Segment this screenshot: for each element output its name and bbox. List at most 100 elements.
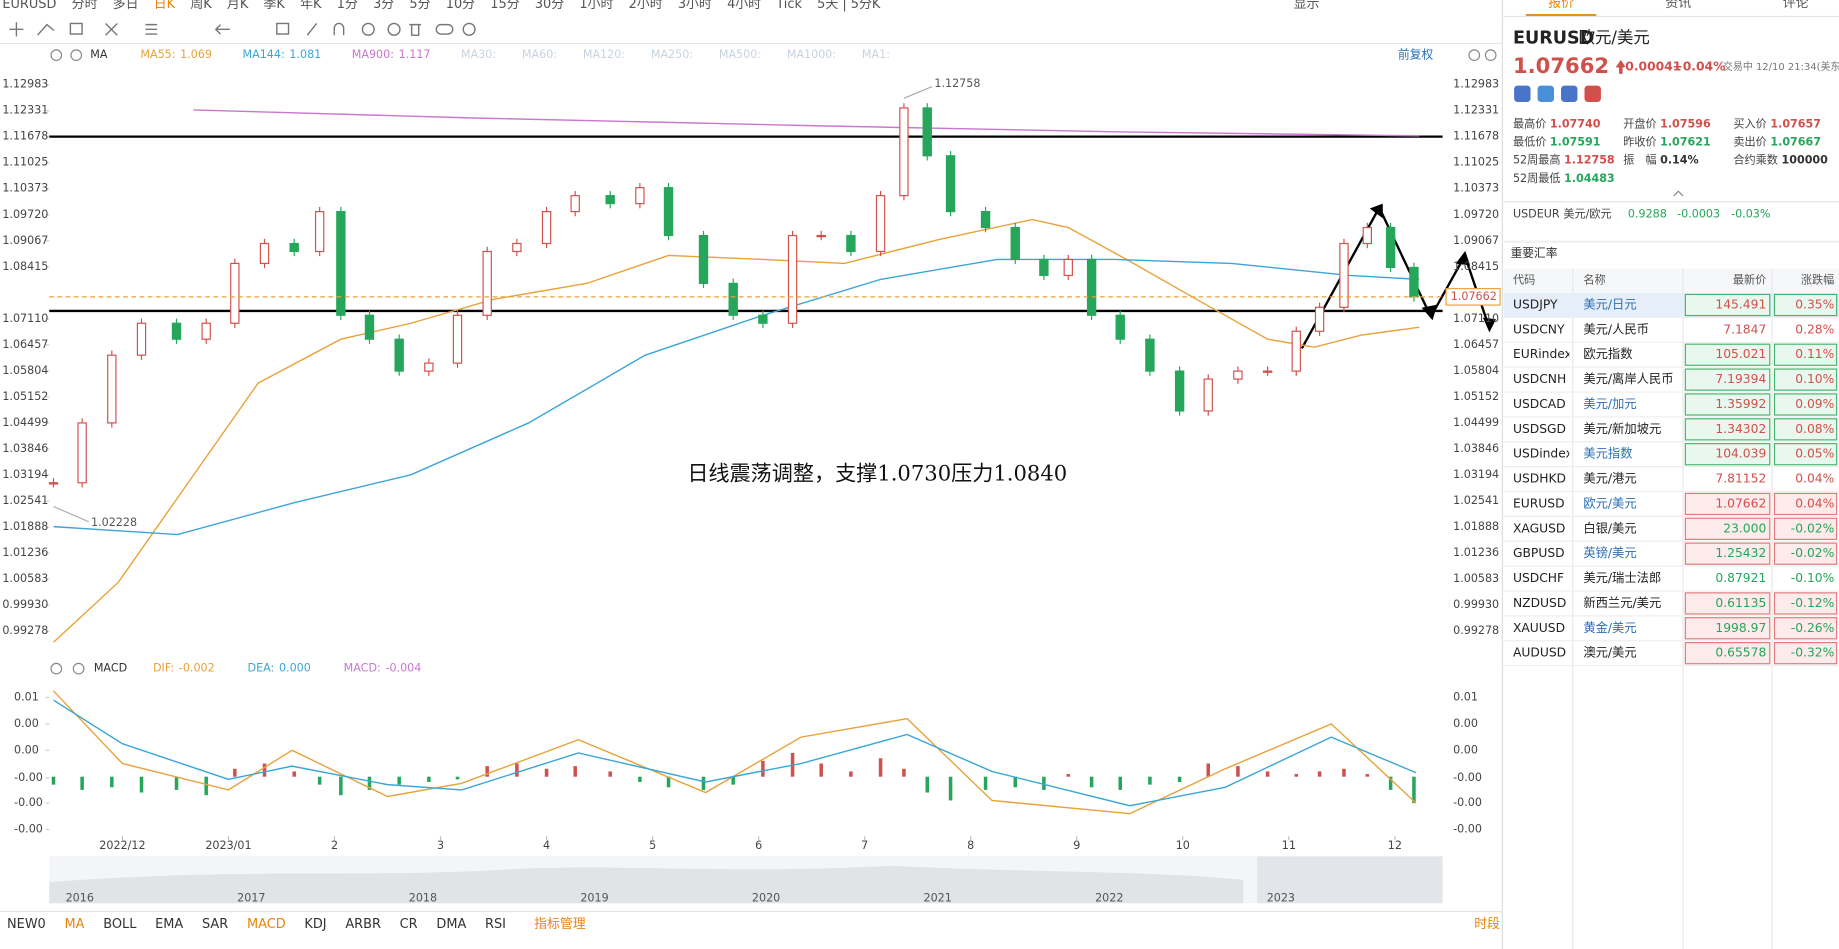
timeframe-button[interactable]: 3分: [373, 0, 394, 12]
timeframe-button[interactable]: 1小时: [579, 0, 613, 12]
indicator-tab[interactable]: KDJ: [304, 917, 326, 932]
rate-name[interactable]: 欧元/美元: [1583, 496, 1636, 510]
rate-code[interactable]: USDCNY: [1513, 322, 1565, 336]
y-tick-label: 1.02541: [2, 494, 48, 507]
indicator-tab[interactable]: ARBR: [345, 917, 381, 932]
quote-action-icon[interactable]: [1537, 85, 1555, 103]
rate-code[interactable]: USDHKD: [1513, 472, 1566, 486]
rate-name[interactable]: 美元/新加坡元: [1583, 421, 1661, 436]
rate-code[interactable]: USDCAD: [1513, 397, 1566, 411]
quote-action-icon[interactable]: [1584, 85, 1601, 103]
timeframe-button[interactable]: 日K: [154, 0, 176, 12]
rate-name[interactable]: 黄金/美元: [1583, 620, 1636, 635]
macd-bar: [1365, 774, 1370, 777]
indicator-name[interactable]: MACD: [94, 662, 127, 675]
indicator-tab[interactable]: DMA: [436, 917, 466, 932]
change-flash: [1773, 293, 1838, 317]
macd-bar: [1177, 776, 1182, 782]
adjust-mode[interactable]: 前复权: [1398, 48, 1433, 62]
indicator-manage[interactable]: 指标管理: [534, 917, 586, 932]
rate-code[interactable]: USDCNH: [1513, 372, 1566, 386]
rate-code[interactable]: USDindex: [1513, 447, 1573, 461]
rate-name[interactable]: 白银/美元: [1583, 520, 1636, 535]
annotation: 日线震荡调整，支撑1.0730压力1.0840: [687, 461, 1067, 486]
period-button[interactable]: 时段: [1474, 917, 1500, 932]
rate-code[interactable]: AUDUSD: [1513, 646, 1566, 660]
timeframe-button[interactable]: 季K: [264, 0, 286, 12]
rate-price: 23.000: [1723, 521, 1766, 535]
rate-code[interactable]: USDJPY: [1513, 297, 1558, 311]
indicator-name[interactable]: MA: [90, 48, 108, 61]
quote-action-icon[interactable]: [1561, 85, 1578, 103]
y-tick-label: 0.01: [14, 691, 39, 704]
indicator-tab[interactable]: RSI: [485, 917, 506, 932]
timeframe-button[interactable]: 年K: [300, 0, 322, 12]
rate-code[interactable]: EURUSD: [1513, 496, 1565, 510]
rate-name[interactable]: 美元/港元: [1583, 472, 1636, 486]
settings-icon: [462, 22, 476, 36]
timeframe-button[interactable]: 5天 | 5分K: [817, 0, 881, 12]
timeframe-button[interactable]: EURUSD: [2, 0, 56, 12]
rate-name[interactable]: 美元/日元: [1583, 297, 1636, 311]
timeframe-button[interactable]: 3小时: [678, 0, 712, 12]
indicator-tab[interactable]: NEW0: [7, 917, 46, 932]
indicator-tab[interactable]: EMA: [155, 917, 183, 932]
side-tab[interactable]: 资讯: [1665, 0, 1691, 11]
timeframe-button[interactable]: 月K: [227, 0, 249, 12]
rate-code[interactable]: USDCHF: [1513, 571, 1564, 585]
candle: [922, 107, 932, 157]
display-button[interactable]: 显示: [1294, 0, 1320, 12]
side-tab[interactable]: 评论: [1783, 0, 1809, 11]
rate-name[interactable]: 新西兰元/美元: [1583, 595, 1661, 610]
rate-code[interactable]: XAGUSD: [1513, 521, 1565, 535]
y-tick-label-right: 1.06457: [1453, 338, 1499, 351]
timeframe-button[interactable]: 2小时: [629, 0, 663, 12]
rate-name[interactable]: 美元/人民币: [1583, 322, 1649, 336]
change-flash: [1773, 642, 1838, 665]
rate-price: 0.61135: [1715, 596, 1766, 610]
rate-name[interactable]: 美元/离岸人民币: [1583, 371, 1673, 386]
x-tick-label: 2: [331, 839, 338, 852]
indicator-tab[interactable]: SAR: [202, 917, 228, 932]
macd-bar: [925, 776, 930, 793]
timeframe-button[interactable]: 10分: [446, 0, 475, 12]
macd-line: [53, 699, 1417, 807]
timeframe-button[interactable]: 30分: [535, 0, 564, 12]
timeframe-button[interactable]: Tick: [775, 0, 802, 12]
rate-code[interactable]: EURindex: [1513, 347, 1572, 361]
indicator-tab[interactable]: BOLL: [103, 917, 137, 932]
rate-code[interactable]: USDSGD: [1513, 422, 1566, 436]
candle: [846, 234, 856, 253]
y-tick-label: 1.07110: [2, 312, 48, 325]
macd-bar: [983, 776, 988, 790]
rate-name[interactable]: 欧元指数: [1583, 346, 1632, 361]
rates-title: 重要汇率: [1511, 246, 1558, 260]
rect-tool-icon: [69, 22, 83, 35]
timeframe-button[interactable]: 分时: [72, 0, 98, 12]
y-tick-label-right: 1.08415: [1453, 260, 1499, 273]
timeframe-button[interactable]: 15分: [490, 0, 519, 12]
timeframe-button[interactable]: 1分: [337, 0, 358, 12]
y-tick-label-right: 1.09720: [1453, 208, 1499, 221]
indicator-tab[interactable]: CR: [400, 917, 418, 932]
rate-code[interactable]: NZDUSD: [1513, 596, 1566, 610]
rate-name[interactable]: 澳元/美元: [1583, 646, 1636, 660]
indicator-tab[interactable]: MA: [65, 917, 85, 932]
rate-name[interactable]: 美元/加元: [1583, 397, 1636, 411]
macd-bar: [1412, 776, 1416, 804]
rate-name[interactable]: 英镑/美元: [1583, 545, 1636, 560]
timeframe-button[interactable]: 5分: [409, 0, 430, 12]
rate-name[interactable]: 美元/瑞士法郎: [1583, 571, 1661, 585]
rate-code[interactable]: XAUUSD: [1513, 621, 1565, 635]
rate-name[interactable]: 美元指数: [1583, 446, 1632, 461]
candle: [1362, 226, 1372, 245]
timeframe-button[interactable]: 周K: [190, 0, 212, 12]
rate-code[interactable]: GBPUSD: [1513, 546, 1565, 560]
side-tab[interactable]: 报价: [1548, 0, 1574, 11]
indicator-tab[interactable]: MACD: [247, 917, 286, 932]
candle: [136, 322, 147, 356]
quote-action-icon[interactable]: [1514, 85, 1531, 103]
collapse-caret: [1673, 190, 1684, 197]
timeframe-button[interactable]: 4小时: [727, 0, 761, 12]
timeframe-button[interactable]: 多日: [113, 0, 139, 12]
